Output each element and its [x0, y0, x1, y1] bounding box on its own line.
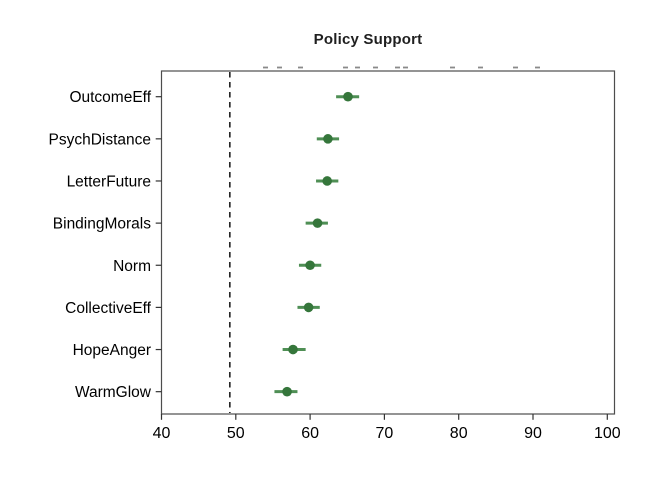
data-point [312, 218, 323, 228]
y-axis-label: Norm [113, 258, 151, 275]
clipped-text-artifact [298, 66, 303, 69]
clipped-text-artifact [373, 66, 378, 69]
chart-title: Policy Support [313, 31, 423, 48]
x-axis-tick-label: 60 [301, 425, 319, 442]
clipped-text-artifact [513, 66, 518, 69]
x-axis-tick-label: 40 [153, 425, 171, 442]
data-point [323, 134, 333, 144]
clipped-text-artifact [403, 66, 408, 69]
x-axis-tick-label: 70 [376, 425, 394, 442]
data-point [343, 91, 353, 102]
y-axis-label: CollectiveEff [65, 300, 152, 317]
clipped-text-artifact [343, 66, 348, 69]
x-axis-tick-label: 80 [450, 425, 468, 442]
clipped-text-artifact [355, 66, 360, 69]
x-axis-tick-label: 50 [227, 425, 245, 442]
clipped-text-artifact [263, 66, 268, 69]
y-axis-label: WarmGlow [75, 384, 152, 401]
x-axis-tick-label: 90 [524, 425, 542, 442]
clipped-text-artifact [478, 66, 483, 69]
data-point [303, 302, 314, 313]
clipped-text-artifact [450, 66, 455, 69]
y-axis-label: PsychDistance [48, 131, 151, 148]
panel-border [160, 70, 616, 415]
y-axis-label: HopeAnger [73, 342, 151, 359]
clipped-text-artifact [277, 66, 282, 69]
data-point [288, 344, 298, 355]
y-axis-label: LetterFuture [67, 173, 151, 190]
clipped-text-artifact [535, 66, 540, 69]
data-point [305, 260, 315, 271]
data-point [282, 386, 292, 397]
clipped-text-artifact [395, 66, 400, 69]
y-axis-label: BindingMorals [53, 216, 151, 233]
data-point [322, 176, 332, 186]
x-axis-tick-label: 100 [594, 425, 621, 442]
y-axis-label: OutcomeEff [69, 89, 151, 106]
